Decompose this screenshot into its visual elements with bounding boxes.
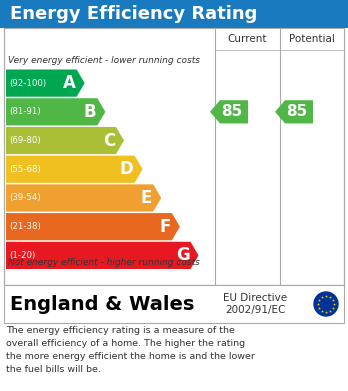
- Bar: [4, 28, 344, 285]
- Text: 85: 85: [286, 104, 308, 119]
- Polygon shape: [6, 127, 124, 154]
- Text: F: F: [159, 218, 171, 236]
- Text: G: G: [176, 246, 190, 264]
- Text: (81-91): (81-91): [9, 107, 41, 116]
- Polygon shape: [6, 98, 105, 126]
- Text: overall efficiency of a home. The higher the rating: overall efficiency of a home. The higher…: [6, 339, 245, 348]
- Polygon shape: [275, 100, 313, 124]
- Circle shape: [314, 292, 338, 316]
- Polygon shape: [6, 242, 198, 269]
- Text: (55-68): (55-68): [9, 165, 41, 174]
- Text: (21-38): (21-38): [9, 222, 41, 231]
- Text: B: B: [84, 103, 96, 121]
- Text: EU Directive
2002/91/EC: EU Directive 2002/91/EC: [223, 293, 287, 315]
- Bar: [4, 285, 344, 323]
- Text: Not energy efficient - higher running costs: Not energy efficient - higher running co…: [8, 258, 200, 267]
- Text: E: E: [141, 189, 152, 207]
- Text: (1-20): (1-20): [9, 251, 35, 260]
- Polygon shape: [6, 70, 85, 97]
- Text: A: A: [63, 74, 76, 92]
- Bar: [215, 28, 280, 50]
- Text: (92-100): (92-100): [9, 79, 46, 88]
- Text: England & Wales: England & Wales: [10, 294, 195, 314]
- Text: C: C: [103, 131, 115, 149]
- Text: Energy Efficiency Rating: Energy Efficiency Rating: [10, 5, 258, 23]
- Text: the more energy efficient the home is and the lower: the more energy efficient the home is an…: [6, 352, 255, 361]
- Text: The energy efficiency rating is a measure of the: The energy efficiency rating is a measur…: [6, 326, 235, 335]
- Bar: [0, 0, 348, 28]
- Polygon shape: [6, 156, 143, 183]
- Text: (39-54): (39-54): [9, 194, 41, 203]
- Polygon shape: [6, 213, 180, 240]
- Text: the fuel bills will be.: the fuel bills will be.: [6, 365, 101, 374]
- Text: D: D: [120, 160, 134, 178]
- Text: Current: Current: [228, 34, 267, 44]
- Text: 85: 85: [221, 104, 243, 119]
- Polygon shape: [210, 100, 248, 124]
- Bar: [280, 28, 344, 50]
- Polygon shape: [6, 185, 161, 212]
- Text: (69-80): (69-80): [9, 136, 41, 145]
- Text: Very energy efficient - lower running costs: Very energy efficient - lower running co…: [8, 56, 200, 65]
- Text: Potential: Potential: [289, 34, 335, 44]
